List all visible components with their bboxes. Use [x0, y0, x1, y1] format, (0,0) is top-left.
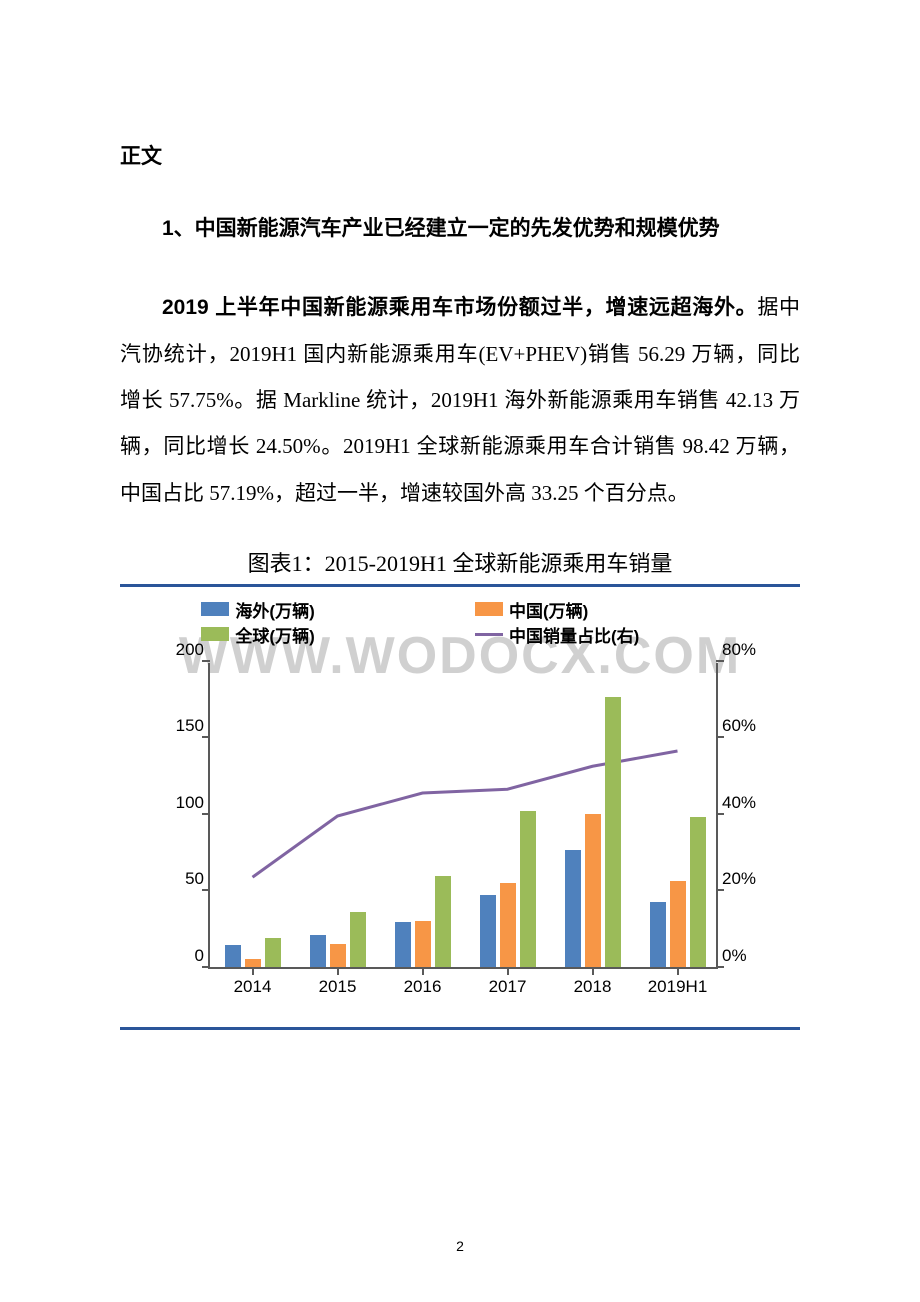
bar-china — [245, 959, 261, 967]
page-number: 2 — [456, 1238, 464, 1254]
y-tick-right — [716, 889, 724, 891]
legend-item: 中国销量占比(右) — [475, 622, 749, 647]
bar-global — [605, 697, 621, 966]
x-label: 2019H1 — [648, 977, 708, 997]
x-label: 2016 — [404, 977, 442, 997]
y-tick-left — [202, 736, 210, 738]
y-tick-left — [202, 889, 210, 891]
paragraph-1: 2019 上半年中国新能源乘用车市场份额过半，增速远超海外。据中汽协统计，201… — [120, 284, 800, 516]
y-tick-left — [202, 660, 210, 662]
legend-item: 全球(万辆) — [201, 622, 475, 647]
legend-swatch — [201, 602, 229, 616]
bar-overseas — [565, 850, 581, 966]
chart-legend: 海外(万辆) 中国(万辆) 全球(万辆) 中国销量占比(右) — [120, 595, 800, 655]
y-tick-right — [716, 966, 724, 968]
legend-label: 中国(万辆) — [509, 597, 588, 622]
chart-1: 图表1：2015-2019H1 全球新能源乘用车销量 海外(万辆) 中国(万辆) 全… — [120, 546, 800, 1030]
y-tick-right — [716, 813, 724, 815]
y-label-left: 150 — [164, 716, 204, 736]
y-label-left: 0 — [164, 946, 204, 966]
y-tick-left — [202, 813, 210, 815]
x-tick — [592, 967, 594, 975]
x-label: 2014 — [234, 977, 272, 997]
chart-title: 图表1：2015-2019H1 全球新能源乘用车销量 — [120, 546, 800, 578]
legend-swatch — [475, 633, 503, 636]
bar-global — [350, 912, 366, 967]
x-label: 2018 — [574, 977, 612, 997]
bar-overseas — [225, 945, 241, 966]
bar-china — [415, 921, 431, 967]
x-tick — [252, 967, 254, 975]
x-tick — [337, 967, 339, 975]
bar-overseas — [480, 895, 496, 967]
y-label-left: 200 — [164, 640, 204, 660]
legend-swatch — [201, 627, 229, 641]
paragraph-1-lead: 2019 上半年中国新能源乘用车市场份额过半，增速远超海外。 — [162, 296, 757, 319]
paragraph-1-body: 据中汽协统计，2019H1 国内新能源乘用车(EV+PHEV)销售 56.29 … — [120, 295, 800, 505]
x-label: 2017 — [489, 977, 527, 997]
bar-china — [500, 883, 516, 967]
y-tick-right — [716, 736, 724, 738]
x-label: 2015 — [319, 977, 357, 997]
x-tick — [677, 967, 679, 975]
legend-swatch — [475, 602, 503, 616]
bar-global — [435, 876, 451, 966]
legend-label: 中国销量占比(右) — [509, 622, 639, 647]
bar-global — [265, 938, 281, 967]
bar-global — [520, 811, 536, 967]
y-tick-left — [202, 966, 210, 968]
plot: 0501001502000%20%40%60%80%20142015201620… — [208, 663, 718, 969]
legend-item: 海外(万辆) — [201, 597, 475, 622]
x-tick — [507, 967, 509, 975]
bar-china — [670, 881, 686, 967]
ratio-line — [210, 663, 720, 969]
y-label-left: 100 — [164, 793, 204, 813]
legend-label: 全球(万辆) — [235, 622, 314, 647]
bar-overseas — [310, 935, 326, 967]
y-tick-right — [716, 660, 724, 662]
bar-global — [690, 817, 706, 967]
section-label: 正文 — [120, 140, 800, 170]
chart-bottom-rule — [120, 1027, 800, 1030]
y-label-right: 40% — [722, 793, 772, 813]
y-label-right: 20% — [722, 869, 772, 889]
y-label-right: 0% — [722, 946, 772, 966]
chart-plot-area: 0501001502000%20%40%60%80%20142015201620… — [168, 655, 766, 1015]
legend-label: 海外(万辆) — [235, 597, 314, 622]
y-label-right: 60% — [722, 716, 772, 736]
heading-1: 1、中国新能源汽车产业已经建立一定的先发优势和规模优势 — [120, 210, 800, 248]
x-tick — [422, 967, 424, 975]
y-label-left: 50 — [164, 869, 204, 889]
y-label-right: 80% — [722, 640, 772, 660]
bar-china — [585, 814, 601, 967]
bar-overseas — [650, 902, 666, 966]
legend-item: 中国(万辆) — [475, 597, 749, 622]
chart-top-rule — [120, 584, 800, 587]
bar-overseas — [395, 922, 411, 966]
bar-china — [330, 944, 346, 967]
